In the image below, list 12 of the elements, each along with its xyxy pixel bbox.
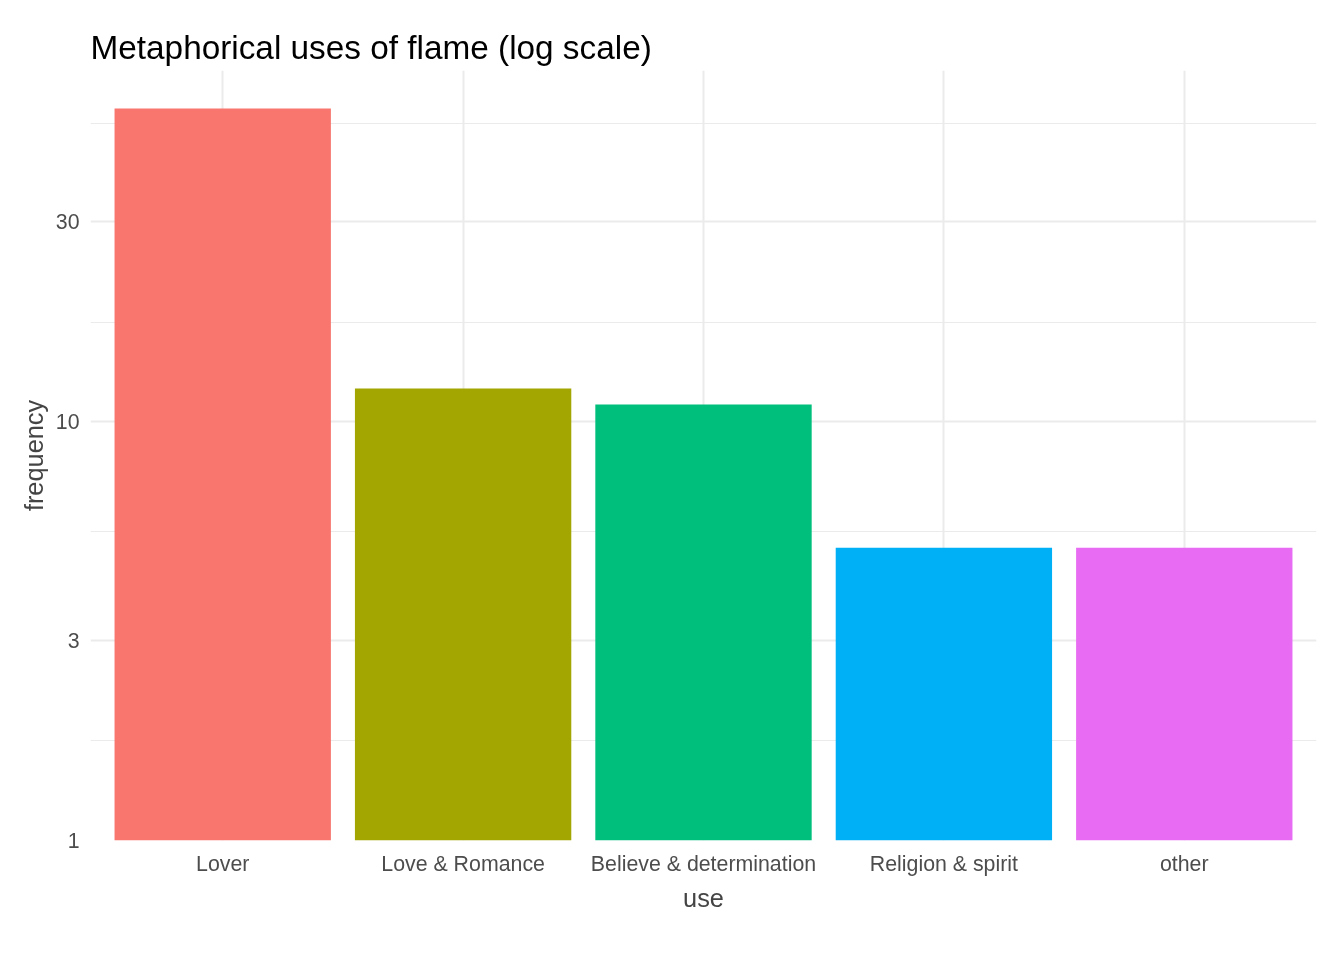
y-tick-label: 1	[67, 829, 80, 853]
y-axis-title: frequency	[19, 399, 48, 512]
y-tick-label: 3	[67, 629, 80, 654]
x-tick-label: Lover	[196, 851, 250, 876]
y-tick-label: 10	[55, 410, 80, 435]
x-tick-label: Believe & determination	[590, 851, 817, 876]
x-tick-label: other	[1159, 851, 1209, 876]
y-tick-label: 30	[55, 210, 80, 235]
chart-title: Metaphorical uses of flame (log scale)	[90, 28, 652, 66]
x-axis-title: use	[683, 883, 724, 912]
x-tick-label: Love & Romance	[381, 851, 545, 876]
x-tick-label: Religion & spirit	[869, 851, 1019, 876]
